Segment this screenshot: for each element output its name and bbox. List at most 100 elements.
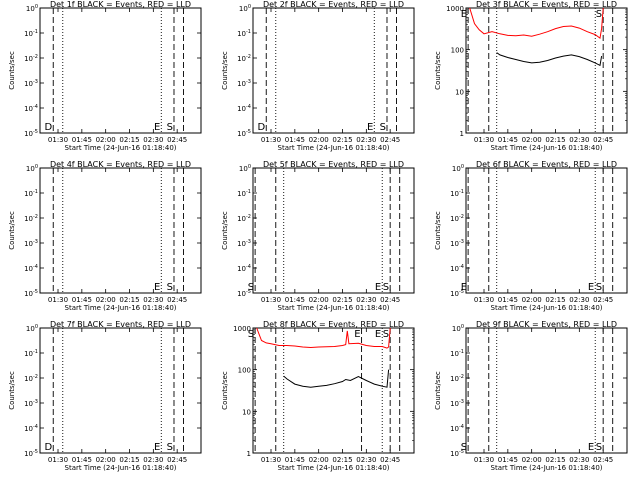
x-tick-label: 02:30 [143, 136, 163, 144]
y-axis-label: Counts/sec [221, 371, 229, 410]
marker-label: E [461, 282, 467, 293]
marker-label: D [45, 122, 53, 133]
x-tick-label: 02:00 [522, 136, 542, 144]
y-tick-label: 10-5 [24, 289, 38, 298]
panel-det-8: Det 8f BLACK = Events, RED = LLD 1 10 100 10… [221, 320, 415, 472]
plot-frame [252, 7, 415, 134]
y-tick-label: 10-1 [24, 189, 38, 198]
x-tick-label: 02:15 [545, 136, 565, 144]
y-tick-label: 10-5 [450, 289, 464, 298]
y-tick-label: 10-1 [24, 349, 38, 358]
y-tick-label: 10-4 [24, 264, 38, 273]
x-axis-label: Start Time (24-Jun-16 01:18:40) [65, 304, 177, 312]
x-tick-label: 02:00 [309, 296, 329, 304]
marker-label: D [45, 442, 53, 453]
x-tick-label: 02:30 [569, 136, 589, 144]
y-tick-label: 10-1 [237, 189, 251, 198]
x-tick-label: 02:45 [167, 296, 187, 304]
x-tick-label: 02:30 [356, 456, 376, 464]
x-tick-label: 01:45 [498, 456, 518, 464]
y-tick-label: 10-2 [24, 374, 38, 383]
y-tick-label: 10-5 [237, 129, 251, 138]
panel-title: Det 6f BLACK = Events, RED = LLD [476, 160, 617, 169]
y-tick-label: 10-2 [237, 214, 251, 223]
y-axis-label: Counts/sec [221, 211, 229, 250]
x-tick-label: 02:15 [332, 136, 352, 144]
x-tick-label: 01:30 [474, 456, 494, 464]
x-tick-label: 01:45 [285, 296, 305, 304]
y-tick-label: 10-5 [24, 129, 38, 138]
panel-title: Det 4f BLACK = Events, RED = LLD [50, 160, 191, 169]
x-tick-label: 01:30 [48, 296, 68, 304]
marker-label: S [596, 442, 602, 453]
x-tick-label: 02:00 [522, 456, 542, 464]
series-events [283, 369, 390, 388]
x-tick-label: 02:45 [167, 456, 187, 464]
x-tick-label: 02:00 [96, 296, 116, 304]
y-tick-label: 100 [452, 164, 464, 173]
y-axis-label: Counts/sec [221, 51, 229, 90]
x-tick-label: 01:30 [48, 456, 68, 464]
x-tick-label: 01:30 [48, 136, 68, 144]
x-tick-label: 02:00 [96, 136, 116, 144]
x-tick-label: 02:15 [545, 456, 565, 464]
x-tick-label: 02:45 [593, 456, 613, 464]
x-tick-label: 02:45 [593, 296, 613, 304]
x-tick-label: 01:30 [261, 136, 281, 144]
panel-title: Det 7f BLACK = Events, RED = LLD [50, 320, 191, 329]
y-tick-label: 10-5 [237, 289, 251, 298]
panel-title: Det 2f BLACK = Events, RED = LLD [263, 0, 404, 9]
x-axis-label: Start Time (24-Jun-16 01:18:40) [278, 464, 390, 472]
marker-label: S [248, 329, 254, 340]
y-axis-label: Counts/sec [434, 211, 442, 250]
y-tick-label: 10-3 [24, 79, 38, 88]
marker-label: E [375, 282, 381, 293]
y-axis-label: Counts/sec [434, 371, 442, 410]
y-tick-label: 10-1 [237, 29, 251, 38]
y-tick-label: 10-2 [237, 54, 251, 63]
y-tick-label: 10-3 [237, 79, 251, 88]
marker-label: E [154, 122, 160, 133]
marker-label: S [380, 122, 386, 133]
y-tick-label: 100 [451, 47, 464, 55]
plot-frame [39, 7, 202, 134]
panel-det-6: Det 6f BLACK = Events, RED = LLD 10-5 10-4… [434, 160, 628, 312]
x-axis-label: Start Time (24-Jun-16 01:18:40) [278, 304, 390, 312]
y-tick-label: 10-4 [237, 264, 251, 273]
x-tick-label: 01:30 [261, 456, 281, 464]
y-tick-label: 10-4 [450, 424, 464, 433]
y-tick-label: 10-4 [24, 104, 38, 113]
y-tick-label: 10-1 [450, 349, 464, 358]
panel-det-5: Det 5f BLACK = Events, RED = LLD 10-5 10-4… [221, 160, 415, 312]
x-tick-label: 02:30 [569, 296, 589, 304]
marker-label: S [596, 282, 602, 293]
series-lld [469, 7, 604, 39]
y-tick-label: 10-4 [450, 264, 464, 273]
plot-frame [39, 167, 202, 294]
marker-label: S [248, 282, 254, 293]
plot-frame [465, 167, 628, 294]
x-tick-label: 02:00 [309, 456, 329, 464]
plot-frame [39, 327, 202, 454]
y-tick-label: 10-3 [24, 239, 38, 248]
y-tick-label: 10-2 [24, 54, 38, 63]
x-tick-label: 01:45 [498, 296, 518, 304]
panel-det-9: Det 9f BLACK = Events, RED = LLD 10-5 10-4… [434, 320, 628, 472]
y-tick-label: 1 [247, 450, 251, 458]
panel-title: Det 1f BLACK = Events, RED = LLD [50, 0, 191, 9]
x-tick-label: 01:45 [498, 136, 518, 144]
x-axis-label: Start Time (24-Jun-16 01:18:40) [491, 144, 603, 152]
x-tick-label: 02:15 [119, 296, 139, 304]
y-tick-label: 100 [26, 4, 38, 13]
x-axis-label: Start Time (24-Jun-16 01:18:40) [65, 144, 177, 152]
y-axis-label: Counts/sec [8, 211, 16, 250]
x-tick-label: 02:45 [167, 136, 187, 144]
x-tick-label: 02:00 [522, 296, 542, 304]
panel-det-7: Det 7f BLACK = Events, RED = LLD 10-5 10-4… [8, 320, 202, 472]
y-tick-label: 1000 [446, 5, 464, 13]
marker-label: S [383, 282, 389, 293]
panel-det-4: Det 4f BLACK = Events, RED = LLD 10-5 10-4… [8, 160, 202, 312]
panel-title: Det 3f BLACK = Events, RED = LLD [476, 0, 617, 9]
x-axis-label: Start Time (24-Jun-16 01:18:40) [491, 304, 603, 312]
